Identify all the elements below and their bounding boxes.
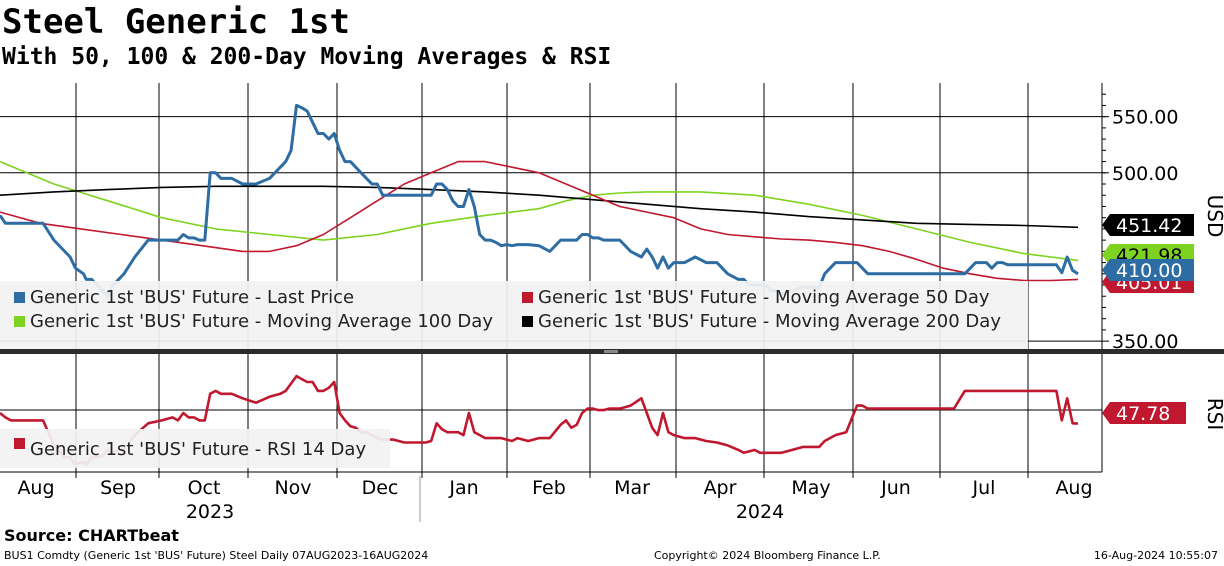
x-month-label: Aug <box>1055 477 1092 499</box>
price-y-ticks: 550.00 500.00 350.00 <box>1102 93 1178 353</box>
series-line-price <box>0 103 1079 298</box>
rsi-legend-box <box>0 429 390 468</box>
x-month-label: Mar <box>614 477 650 499</box>
rsi-legend: Generic 1st 'BUS' Future - RSI 14 Day <box>14 438 366 460</box>
x-month-label: Oct <box>188 477 221 499</box>
series-line-ma50 <box>0 160 1079 282</box>
price-series-group <box>0 103 1079 298</box>
rsi-series-group <box>0 374 1079 466</box>
x-month-label: Nov <box>274 477 311 499</box>
legend-label-ma200: Generic 1st 'BUS' Future - Moving Averag… <box>538 311 1001 332</box>
price-y-axis-label: USD <box>1203 195 1224 238</box>
x-month-label: Jul <box>972 477 996 499</box>
legend-swatch-ma100 <box>14 316 25 327</box>
series-line-ma200 <box>0 185 1079 229</box>
last-value-tag-price <box>1102 259 1194 281</box>
price-legend: Generic 1st 'BUS' Future - Last Price Gen… <box>14 287 1001 332</box>
legend-swatch-ma200 <box>522 316 533 327</box>
rsi-last-value-tag <box>1102 402 1186 424</box>
legend-label-price: Generic 1st 'BUS' Future - Last Price <box>30 287 354 308</box>
x-month-label: Feb <box>532 477 566 499</box>
x-month-label: Jun <box>880 477 911 499</box>
x-month-label: Sep <box>100 477 136 499</box>
rsi-y-axis-label: RSI <box>1203 398 1224 431</box>
source-note: Source: CHARTbeat <box>4 526 179 545</box>
chart-title: Steel Generic 1st <box>2 2 350 42</box>
x-axis: Aug Sep Oct Nov Dec Jan Feb Mar Apr May Jun Jul Aug 2… <box>0 471 1102 523</box>
rsi-panel: Generic 1st 'BUS' Future - RSI 14 Day 47… <box>0 354 1224 472</box>
footer-timestamp: 16-Aug-2024 10:55:07 <box>1093 549 1218 562</box>
x-year-label: 2023 <box>186 501 234 523</box>
panel-separator-grip-icon[interactable] <box>604 350 618 353</box>
x-month-label: Dec <box>362 477 399 499</box>
x-month-label: Jan <box>448 477 478 499</box>
rsi-last-value: 47.78 <box>1102 402 1186 425</box>
x-month-label: May <box>791 477 830 499</box>
series-line-ma100 <box>0 160 1079 262</box>
footer-copyright: Copyright© 2024 Bloomberg Finance L.P. <box>654 549 881 562</box>
price-ytick-label: 500.00 <box>1112 163 1178 185</box>
legend-label-rsi: Generic 1st 'BUS' Future - RSI 14 Day <box>30 439 366 460</box>
rsi-last-value-label: 47.78 <box>1116 403 1170 425</box>
legend-swatch-ma50 <box>522 292 533 303</box>
x-month-label: Apr <box>704 477 737 499</box>
x-year-label: 2024 <box>736 501 784 523</box>
last-value-tag-ma200 <box>1102 214 1194 236</box>
series-line-rsi <box>0 374 1079 466</box>
legend-swatch-rsi <box>14 438 25 449</box>
legend-label-ma100: Generic 1st 'BUS' Future - Moving Averag… <box>30 311 493 332</box>
price-panel: Generic 1st 'BUS' Future - Last Price Gen… <box>0 83 1224 353</box>
last-value-label-ma200: 451.42 <box>1116 215 1182 237</box>
price-ytick-label: 350.00 <box>1112 331 1178 353</box>
last-value-label-price: 410.00 <box>1116 260 1182 282</box>
price-ytick-label: 550.00 <box>1112 107 1178 129</box>
chart-subtitle: With 50, 100 & 200-Day Moving Averages &… <box>2 44 612 70</box>
legend-swatch-price <box>14 292 25 303</box>
footer-ticker-info: BUS1 Comdty (Generic 1st 'BUS' Future) S… <box>4 549 429 562</box>
legend-label-ma50: Generic 1st 'BUS' Future - Moving Averag… <box>538 287 990 308</box>
price-legend-box <box>0 281 1028 349</box>
x-month-label: Aug <box>17 477 54 499</box>
